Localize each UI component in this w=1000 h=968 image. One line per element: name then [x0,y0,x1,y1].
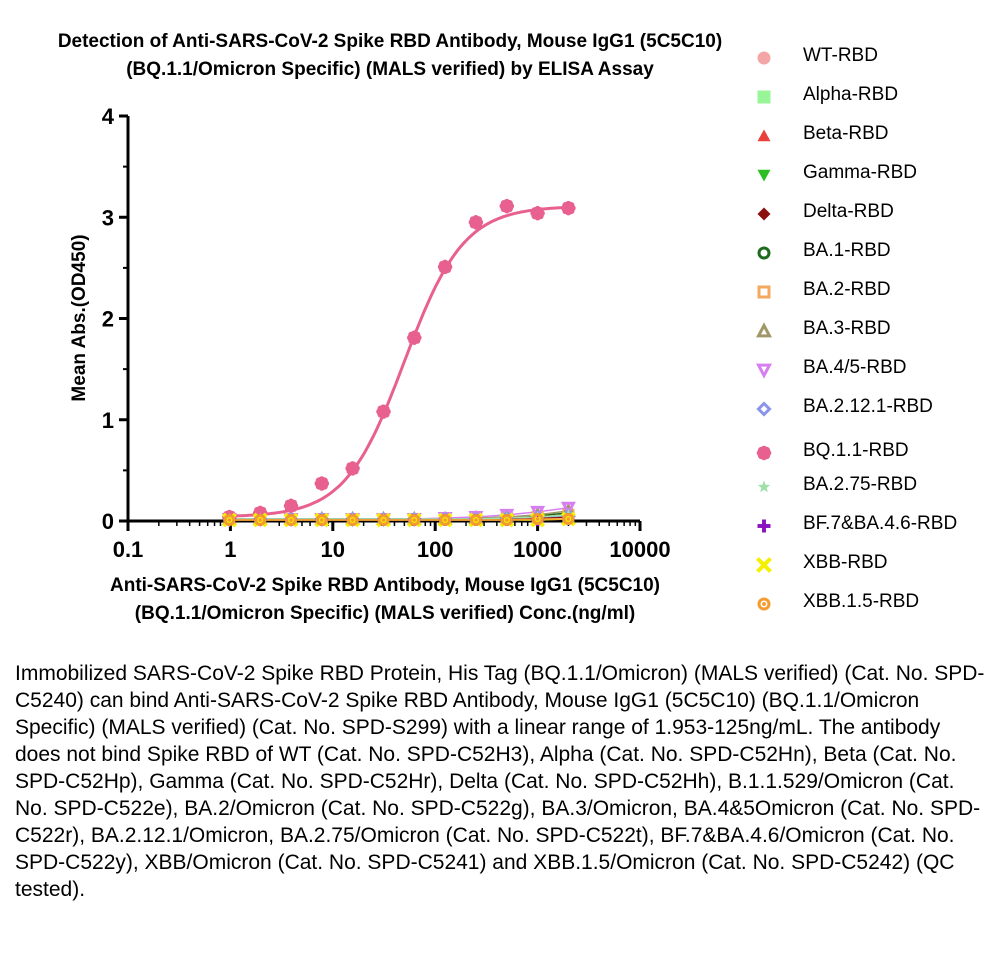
plot-area: 0 1 2 3 4 0.1 1 10 100 1000 10000 Mean Abs.(OD450)… [69,104,671,624]
legend-marker [757,519,771,533]
x-tick-label: 1 [224,537,236,562]
y-tick-label: 2 [102,307,114,332]
data-point [437,259,453,275]
legend-label: BA.1-RBD [803,240,891,261]
data-point [439,514,452,526]
series-bq-1-1-rbd [222,198,576,525]
data-point [500,514,513,526]
legend-marker [757,51,771,65]
data-points [221,198,576,528]
legend-item: Beta-RBD [752,120,997,148]
y-tick-label: 3 [102,205,114,230]
legend-marker [757,597,771,611]
legend-item: BA.2-RBD [752,276,997,304]
data-point [223,514,236,526]
legend-marker [756,557,772,573]
data-point [376,404,391,419]
data-point [468,215,484,230]
data-point [407,330,422,345]
axes: 0 1 2 3 4 0.1 1 10 100 1000 10000 [102,104,671,562]
y-axis-label: Mean Abs.(OD450) [69,234,90,401]
legend-marker [757,90,771,104]
legend-label: BA.4/5-RBD [803,357,907,378]
legend-item: BA.2.12.1-RBD [752,393,997,421]
data-point [530,205,545,221]
legend-item: Delta-RBD [752,198,997,226]
data-point [285,514,297,526]
legend-item: BA.1-RBD [752,237,997,265]
legend-label: BF.7&BA.4.6-RBD [803,513,958,534]
chart-title-line-1: Detection of Anti-SARS-CoV-2 Spike RBD A… [57,31,723,52]
data-point [408,514,421,526]
data-point [254,514,267,526]
legend-marker [757,480,771,493]
legend-label: Delta-RBD [803,201,894,222]
legend-item: XBB-RBD [752,549,997,577]
legend-item: BA.3-RBD [752,315,997,343]
legend-item: XBB.1.5-RBD [752,588,997,616]
legend-item: Alpha-RBD [752,81,997,109]
legend-label: Beta-RBD [803,123,889,144]
data-point [345,461,360,476]
legend-label: WT-RBD [803,45,878,66]
legend-item: BF.7&BA.4.6-RBD [752,510,997,538]
x-tick-label: 1000 [513,537,562,562]
legend-label: XBB.1.5-RBD [803,591,920,612]
legend-label: Alpha-RBD [803,84,899,105]
legend-item: WT-RBD [752,42,997,70]
legend-label: BA.2.12.1-RBD [803,396,933,417]
x-tick-label: 10 [321,537,345,562]
y-tick-label: 0 [102,509,114,534]
x-tick-label: 0.1 [113,537,144,562]
data-point [346,514,359,526]
y-tick-label: 4 [102,104,115,129]
legend-item: BA.4/5-RBD [752,354,997,382]
data-point [315,514,328,526]
chart-title-line-2: (BQ.1.1/Omicron Specific) (MALS verified… [126,59,654,80]
y-tick-label: 1 [102,408,114,433]
series-line [229,514,569,520]
x-axis-label-line-1: Anti-SARS-CoV-2 Spike RBD Antibody, Mous… [110,575,660,596]
data-point [314,476,330,491]
legend-marker [757,207,771,221]
legend-item: BA.2.75-RBD [752,471,997,499]
legend-label: BQ.1.1-RBD [803,440,909,461]
legend-marker [756,322,772,338]
data-point [377,514,390,526]
legend-marker [757,129,771,142]
legend-marker [756,401,772,417]
legend-marker [756,445,772,461]
data-point [499,198,515,214]
data-point [562,513,575,525]
series-xbb-1-5-rbd [223,513,575,526]
fit-curves [229,205,569,521]
legend-item: Gamma-RBD [752,159,997,187]
legend-label: BA.2.75-RBD [803,474,918,495]
legend-marker [757,285,771,299]
elisa-figure: Detection of Anti-SARS-CoV-2 Spike RBD A… [10,28,997,624]
legend-label: BA.2-RBD [803,279,891,300]
x-tick-label: 10000 [609,537,670,562]
data-point [561,200,576,216]
data-point [530,505,546,521]
fit-curve [229,205,569,518]
legend-marker [756,363,772,379]
data-point [531,513,544,525]
x-axis-label-line-2: (BQ.1.1/Omicron Specific) (MALS verified… [135,603,635,624]
data-point [560,501,576,517]
chart-title: Detection of Anti-SARS-CoV-2 Spike RBD A… [10,28,770,84]
figure-caption: Immobilized SARS-CoV-2 Spike RBD Protein… [15,662,985,901]
x-tick-label: 100 [417,537,454,562]
legend-marker [757,169,771,182]
legend-label: Gamma-RBD [803,162,918,183]
legend-label: XBB-RBD [803,552,888,573]
data-point [469,514,482,526]
legend-marker [757,246,771,260]
legend-label: BA.3-RBD [803,318,891,339]
data-point [283,498,299,514]
legend-item: BQ.1.1-RBD [752,437,997,465]
